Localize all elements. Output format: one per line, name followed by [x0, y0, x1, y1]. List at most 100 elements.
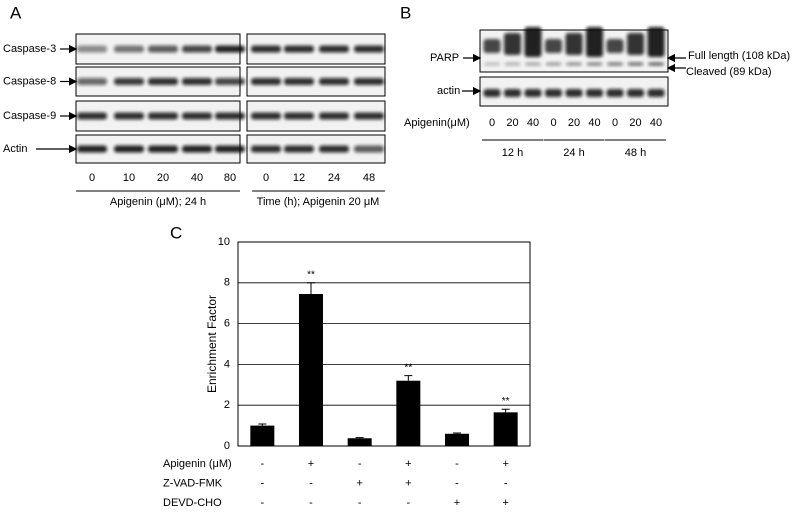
treatment-sign: -: [504, 477, 508, 489]
blot-band: [565, 89, 583, 97]
blot-band: [648, 62, 664, 66]
y-tick-label: 10: [218, 236, 230, 248]
blot-band: [319, 112, 349, 120]
lane-header: Apigenin(μM): [404, 117, 470, 129]
treatment-sign: -: [260, 458, 264, 470]
blot-band: [319, 45, 349, 53]
blot-band: [504, 89, 521, 97]
blot-band: [114, 45, 144, 53]
plot-frame: [237, 241, 531, 447]
blot-band: [284, 45, 314, 53]
error-bar: [501, 408, 510, 413]
blot-band: [77, 78, 107, 85]
group-label: 12 h: [502, 147, 523, 159]
lane-label: 20: [506, 117, 518, 129]
blot-band: [545, 89, 562, 97]
blot-band: [354, 45, 384, 53]
row-label: Caspase-8: [3, 75, 56, 87]
blot-band: [182, 45, 212, 53]
blot-band: [586, 62, 603, 66]
blot-band: [319, 145, 349, 153]
lane-label: 12: [293, 172, 305, 184]
blot-band: [483, 89, 501, 97]
blot-band: [148, 45, 178, 53]
blot-band: [354, 78, 384, 85]
blot-band: [251, 145, 281, 153]
treatment-sign: +: [405, 458, 411, 470]
panel-label: B: [400, 3, 411, 22]
lane-label: 0: [550, 117, 556, 129]
blot-band: [586, 89, 603, 97]
lane-label: 24: [328, 172, 340, 184]
blot-band: [284, 112, 314, 120]
bar: [493, 412, 518, 446]
blot-band: [354, 145, 384, 153]
lane-label: 0: [489, 117, 495, 129]
blot-band: [647, 89, 665, 97]
blot-band: [566, 62, 582, 66]
blot-band: [114, 78, 144, 85]
blot-band: [545, 39, 562, 53]
treatment-sign: +: [502, 497, 508, 509]
error-bar: [355, 437, 364, 439]
treatment-sign: +: [405, 477, 411, 489]
blot-band: [607, 62, 623, 66]
blot-band: [524, 89, 542, 97]
blot-band: [148, 78, 178, 85]
treatment-sign: -: [358, 458, 362, 470]
blot-band: [525, 62, 541, 66]
blot-band: [627, 33, 644, 55]
panel-label: C: [170, 223, 182, 242]
treatment-sign: -: [406, 497, 410, 509]
lane-label: 40: [588, 117, 600, 129]
bar: [299, 294, 323, 446]
treatment-sign: +: [356, 477, 362, 489]
lane-label: 10: [123, 172, 135, 184]
blot-band: [215, 45, 245, 53]
blot-band: [319, 78, 349, 85]
error-bar: [258, 423, 267, 426]
blot-band: [148, 112, 178, 120]
bar: [445, 433, 469, 446]
error-bar: [307, 282, 315, 295]
treatment-label: Z-VAD-FMK: [163, 477, 223, 489]
treatment-sign: +: [502, 458, 508, 470]
y-axis-title: Enrichment Factor: [205, 295, 219, 393]
blot-band: [606, 39, 624, 53]
panel-label: A: [10, 3, 22, 22]
blot-band: [182, 78, 212, 85]
caption: Apigenin (μM); 24 h: [110, 196, 206, 208]
treatment-sign: -: [455, 477, 459, 489]
blot-band: [504, 62, 521, 66]
blot-band: [215, 112, 245, 120]
blot-band: [586, 27, 603, 57]
bar: [396, 380, 421, 446]
lane-label: 0: [89, 172, 95, 184]
blot-band: [251, 45, 281, 53]
significance-label: **: [307, 269, 315, 280]
blot-band: [251, 78, 281, 85]
lane-label: 40: [650, 117, 662, 129]
lane-label: 48: [363, 172, 375, 184]
treatment-sign: -: [309, 477, 313, 489]
y-tick-label: 2: [224, 399, 230, 411]
blot-band: [215, 145, 245, 153]
band-label: Full length (108 kDa): [688, 50, 790, 62]
blot-band: [565, 33, 583, 55]
blot-band: [484, 62, 500, 66]
error-bar: [404, 375, 413, 381]
treatment-sign: -: [455, 458, 459, 470]
treatment-sign: -: [260, 477, 264, 489]
blot-band: [215, 78, 245, 85]
y-tick-label: 8: [224, 277, 230, 289]
blot-band: [114, 145, 144, 153]
blot-band: [483, 39, 501, 53]
blot-band: [545, 62, 562, 66]
blot-band: [77, 112, 107, 120]
blot-band: [148, 145, 178, 153]
treatment-sign: -: [358, 497, 362, 509]
blot-band: [627, 89, 644, 97]
significance-label: **: [502, 396, 510, 407]
lane-label: 20: [157, 172, 169, 184]
